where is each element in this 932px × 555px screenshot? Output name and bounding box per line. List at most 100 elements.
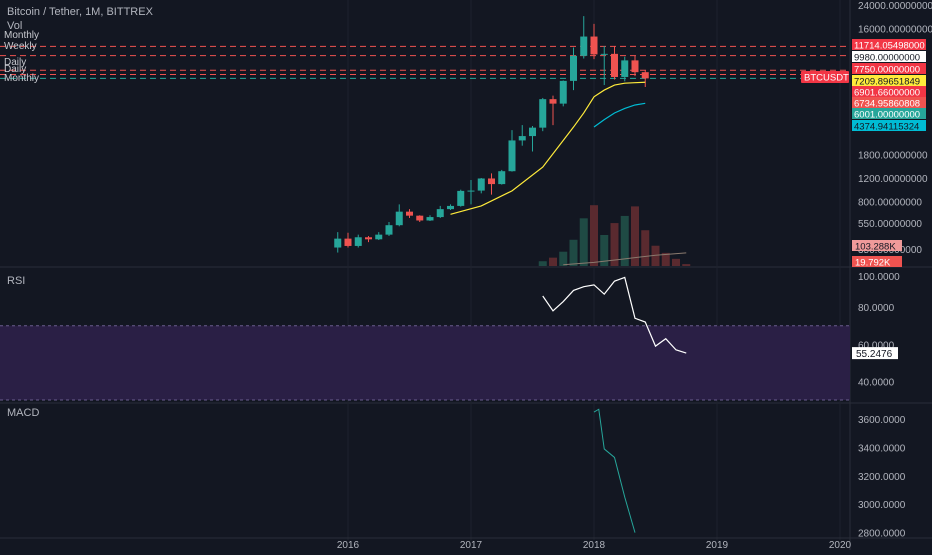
volume-bar [682, 264, 691, 266]
macd-line[interactable] [593, 408, 636, 533]
ma-line-cyan[interactable] [593, 102, 646, 128]
price-badge[interactable] [852, 108, 926, 119]
macd-pane-title[interactable]: MACD [7, 407, 40, 419]
macd-axis-tick: 3600.0000 [858, 415, 906, 426]
candle-body[interactable] [436, 209, 444, 218]
price-badge-label: 7750.00000000 [854, 65, 920, 76]
candle-body[interactable] [354, 237, 362, 246]
volume-indicator-label[interactable]: Vol [7, 20, 23, 32]
volume-bar [610, 223, 619, 266]
candle-body[interactable] [426, 217, 434, 221]
time-axis-tick: 2019 [706, 540, 729, 550]
candle-body[interactable] [467, 190, 475, 192]
volume-bar [579, 218, 588, 266]
candle-body[interactable] [529, 127, 536, 137]
rsi-line[interactable] [542, 276, 687, 354]
candle-body[interactable] [385, 225, 393, 235]
candle-body[interactable] [600, 53, 608, 55]
candle-body[interactable] [631, 60, 639, 73]
candle-body[interactable] [590, 36, 598, 55]
candle-body[interactable] [488, 178, 495, 185]
candle-body[interactable] [375, 234, 383, 240]
rsi-pane-title[interactable]: RSI [7, 275, 26, 287]
level-label-monthly-2: Monthly [4, 73, 40, 84]
candle-body[interactable] [344, 238, 352, 246]
price-badge[interactable] [852, 120, 926, 131]
volume-bar [651, 245, 660, 266]
price-axis-tick: 550.00000000 [858, 219, 922, 230]
price-badge[interactable] [852, 63, 926, 74]
candle-body[interactable] [498, 171, 506, 185]
time-axis-tick: 2016 [337, 540, 360, 550]
rsi-axis-tick: 40.0000 [858, 377, 895, 388]
price-badge-label: 6901.66000000 [854, 88, 920, 99]
volume-bar [559, 251, 568, 266]
price-axis-tick: 800.00000000 [858, 197, 922, 208]
volume-bar [600, 235, 609, 266]
candle-body[interactable] [611, 53, 618, 77]
candle-body[interactable] [559, 80, 567, 104]
macd-axis-tick: 3400.0000 [858, 444, 906, 455]
candle-body[interactable] [447, 205, 454, 210]
rsi-axis-tick: 80.0000 [858, 303, 895, 314]
ma-line-yellow[interactable] [450, 81, 646, 215]
price-axis-tick: 1200.00000000 [858, 174, 928, 185]
volume-bar [672, 258, 680, 266]
price-badge-label: 6001.00000000 [854, 110, 920, 121]
volume-badge[interactable] [852, 240, 902, 251]
candle-body[interactable] [406, 211, 413, 216]
time-axis-tick: 2017 [460, 540, 483, 550]
volume-bar [549, 257, 557, 266]
macd-axis-tick: 3000.0000 [858, 500, 906, 511]
rsi-last-badge[interactable] [852, 347, 898, 360]
price-badge[interactable] [852, 86, 926, 97]
level-label-daily-2: Daily [4, 64, 27, 75]
candle-body[interactable] [365, 237, 372, 240]
candle-body[interactable] [416, 215, 424, 221]
price-badge-label: 4374.94115324 [854, 122, 919, 133]
level-label-monthly-1: Monthly [4, 30, 40, 41]
rsi-last-label: 55.2476 [856, 349, 893, 360]
symbol-badge[interactable] [801, 71, 849, 83]
volume-bar [661, 252, 670, 266]
candle-body[interactable] [580, 36, 588, 56]
volume-bar [569, 239, 578, 266]
volume-bar [631, 206, 639, 266]
symbol-badge-label: BTCUSDT [804, 73, 849, 84]
price-axis-tick: 24000.00000000 [858, 1, 932, 12]
candle-body[interactable] [477, 178, 485, 191]
price-badge[interactable] [852, 51, 926, 62]
price-axis-tick: 16000.00000000 [858, 24, 932, 35]
candle-body[interactable] [539, 99, 547, 128]
candle-body[interactable] [570, 55, 577, 81]
price-badge[interactable] [852, 75, 926, 86]
symbol-title[interactable]: Bitcoin / Tether, 1M, BITTREX [7, 6, 153, 18]
candle-body[interactable] [641, 72, 649, 79]
candle-body[interactable] [508, 140, 516, 172]
macd-axis-tick: 2800.0000 [858, 529, 906, 540]
candle-body[interactable] [518, 136, 526, 141]
candle-body[interactable] [334, 238, 342, 248]
candle-body[interactable] [457, 190, 465, 206]
price-badge[interactable] [852, 97, 926, 108]
volume-bar [641, 230, 650, 266]
volume-badge[interactable] [852, 256, 902, 267]
rsi-band [0, 325, 850, 400]
level-label-weekly: Weekly [4, 41, 37, 52]
price-badge[interactable] [852, 39, 926, 50]
volume-bar [620, 215, 629, 266]
price-badge-label: 11714.05498000 [854, 41, 925, 52]
price-axis-tick: 1800.00000000 [858, 151, 928, 162]
volume-ma-line [563, 252, 687, 266]
level-label-daily-1: Daily [4, 57, 27, 68]
candle-body[interactable] [621, 60, 629, 77]
time-axis-tick: 2018 [583, 540, 606, 550]
rsi-axis-tick: 100.0000 [858, 272, 900, 283]
candle-body[interactable] [395, 211, 403, 226]
volume-bar [590, 205, 598, 266]
rsi-axis-tick: 60.0000 [858, 340, 895, 351]
candle-body[interactable] [549, 99, 557, 104]
volume-bar [538, 261, 547, 266]
